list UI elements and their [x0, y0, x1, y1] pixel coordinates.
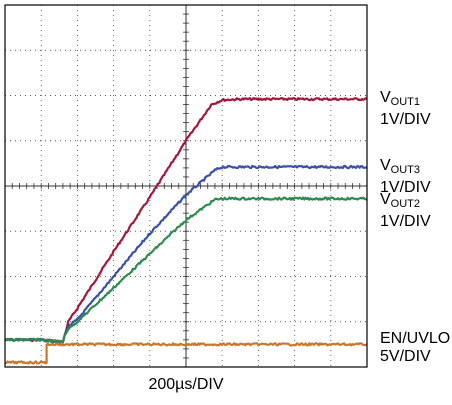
legend-vout1-name-main: V: [380, 89, 391, 107]
legend-vout1: VOUT1 1V/DIV: [380, 89, 431, 129]
legend-vout2: VOUT2 1V/DIV: [380, 191, 431, 231]
legend-vout3-name: VOUT3: [380, 157, 431, 179]
x-axis-label: 200µs/DIV: [148, 376, 224, 393]
legend-vout1-name: VOUT1: [380, 89, 431, 111]
legend-vout3-name-sub: OUT3: [390, 163, 421, 176]
legend-en: EN/UVLO 5V/DIV: [380, 330, 450, 366]
legend-vout3: VOUT3 1V/DIV: [380, 157, 431, 197]
legend-vout3-name-main: V: [380, 156, 391, 174]
trace-vout2: [4, 196, 368, 344]
grid: [4, 4, 368, 368]
legend-vout2-name: VOUT2: [380, 191, 431, 213]
trace-en: [4, 342, 368, 365]
legend-vout1-scale: 1V/DIV: [380, 111, 431, 129]
legend-vout2-name-sub: OUT2: [390, 197, 421, 210]
legend-vout2-scale: 1V/DIV: [380, 212, 431, 230]
legend-en-name-main: EN/UVLO: [380, 330, 451, 348]
legend-en-name: EN/UVLO: [380, 330, 450, 348]
legend-en-scale: 5V/DIV: [380, 348, 431, 366]
legend-vout1-name-sub: OUT1: [390, 96, 421, 109]
plot-frame: [4, 4, 368, 368]
traces: [4, 96, 368, 365]
legend-vout3-scale: 1V/DIV: [380, 178, 431, 196]
legend-vout2-name-main: V: [380, 190, 391, 208]
